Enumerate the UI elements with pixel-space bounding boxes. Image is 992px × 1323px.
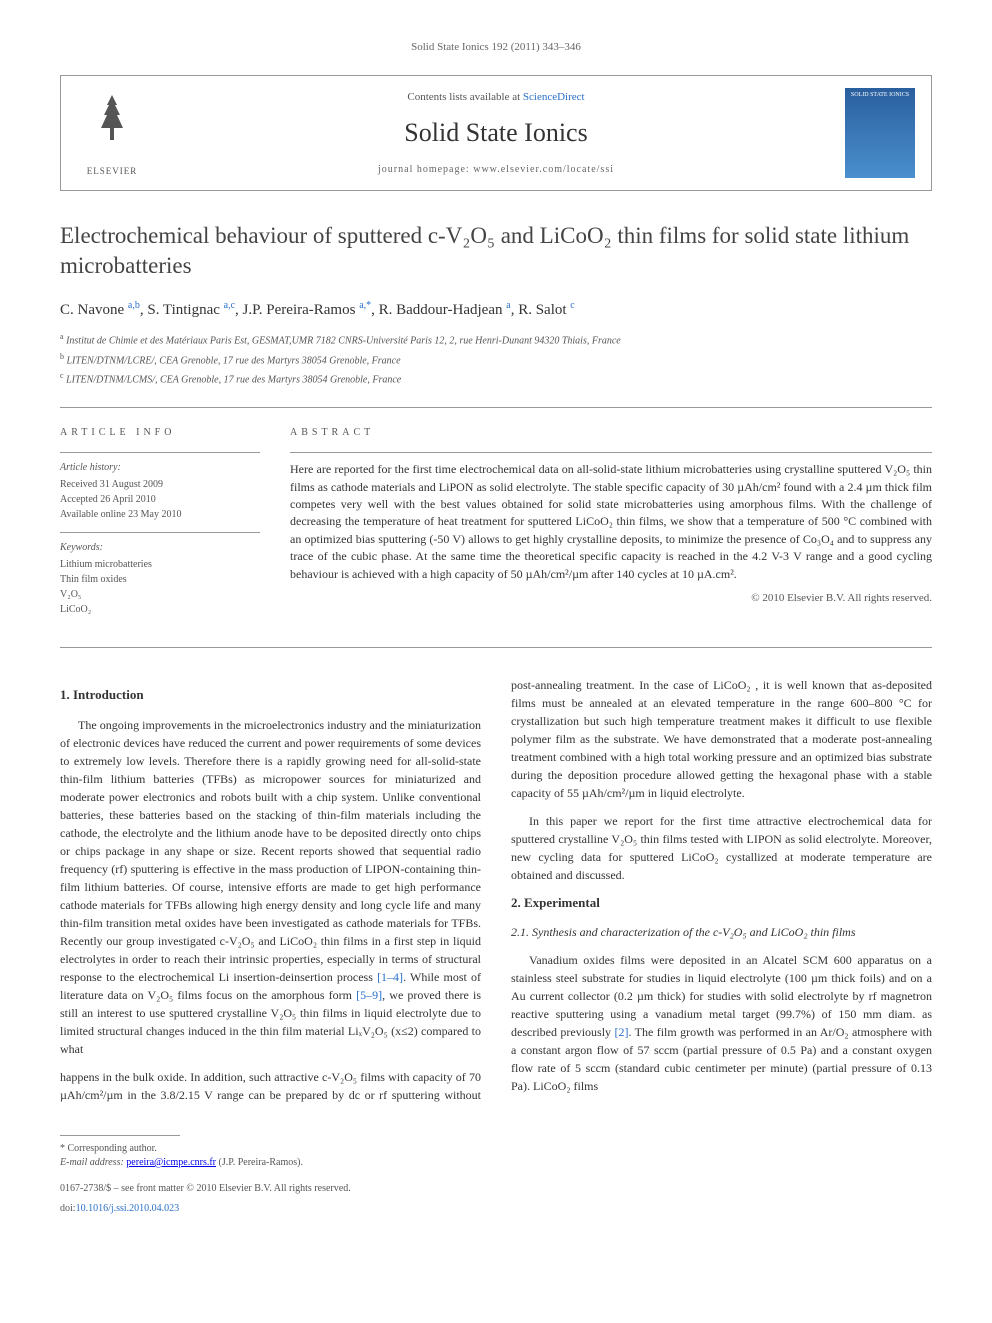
article-info-header: ARTICLE INFO xyxy=(60,426,260,440)
history-text: Received 31 August 2009Accepted 26 April… xyxy=(60,477,260,522)
body-paragraph: Vanadium oxides films were deposited in … xyxy=(511,951,932,1095)
contents-prefix: Contents lists available at xyxy=(407,91,522,103)
copyright-line: 0167-2738/$ – see front matter © 2010 El… xyxy=(60,1182,932,1196)
email-label: E-mail address: xyxy=(60,1157,126,1168)
doi-prefix: doi: xyxy=(60,1203,76,1214)
section-2-1-heading: 2.1. Synthesis and characterization of t… xyxy=(511,924,932,941)
body-paragraph: In this paper we report for the first ti… xyxy=(511,812,932,884)
article-info: ARTICLE INFO Article history: Received 3… xyxy=(60,426,260,627)
elsevier-tree-icon xyxy=(87,90,137,165)
citation-link[interactable]: [1–4] xyxy=(377,970,403,984)
divider xyxy=(60,452,260,453)
section-2-heading: 2. Experimental xyxy=(511,894,932,912)
affiliations: a Institut de Chimie et des Matériaux Pa… xyxy=(60,331,932,387)
affiliation-line: b LITEN/DTNM/LCRE/, CEA Grenoble, 17 rue… xyxy=(60,351,932,368)
email-suffix: (J.P. Pereira-Ramos). xyxy=(216,1157,303,1168)
cover-title: SOLID STATE IONICS xyxy=(851,92,909,99)
sciencedirect-link[interactable]: ScienceDirect xyxy=(523,91,585,103)
journal-name: Solid State Ionics xyxy=(147,115,845,151)
section-1-heading: 1. Introduction xyxy=(60,686,481,704)
contents-line: Contents lists available at ScienceDirec… xyxy=(147,90,845,105)
corresponding-author: * Corresponding author. xyxy=(60,1142,932,1156)
abstract-copyright: © 2010 Elsevier B.V. All rights reserved… xyxy=(290,591,932,606)
para-text: The ongoing improvements in the microele… xyxy=(60,718,481,984)
homepage-prefix: journal homepage: xyxy=(378,164,473,175)
keywords-text: Lithium microbatteriesThin film oxidesV₂… xyxy=(60,557,260,617)
divider xyxy=(60,407,932,408)
article-title: Electrochemical behaviour of sputtered c… xyxy=(60,221,932,281)
doi-link[interactable]: 10.1016/j.ssi.2010.04.023 xyxy=(76,1203,180,1214)
journal-cover-thumbnail: SOLID STATE IONICS xyxy=(845,88,915,178)
footer-divider xyxy=(60,1135,180,1136)
authors-line: C. Navone a,b, S. Tintignac a,c, J.P. Pe… xyxy=(60,299,932,321)
info-abstract-row: ARTICLE INFO Article history: Received 3… xyxy=(60,426,932,627)
history-label: Article history: xyxy=(60,461,260,475)
citation-link[interactable]: [2] xyxy=(614,1025,628,1039)
abstract-section: ABSTRACT Here are reported for the first… xyxy=(290,426,932,627)
body-columns: 1. Introduction The ongoing improvements… xyxy=(60,676,932,1105)
affiliation-line: a Institut de Chimie et des Matériaux Pa… xyxy=(60,331,932,348)
email-line: E-mail address: pereira@icmpe.cnrs.fr (J… xyxy=(60,1156,932,1170)
journal-homepage: journal homepage: www.elsevier.com/locat… xyxy=(147,163,845,177)
citation-link[interactable]: [5–9] xyxy=(356,988,382,1002)
journal-header: ELSEVIER Contents lists available at Sci… xyxy=(60,75,932,191)
elsevier-logo: ELSEVIER xyxy=(77,88,147,178)
abstract-header: ABSTRACT xyxy=(290,426,932,440)
header-citation: Solid State Ionics 192 (2011) 343–346 xyxy=(60,40,932,55)
elsevier-label: ELSEVIER xyxy=(87,165,138,178)
affiliation-line: c LITEN/DTNM/LCMS/, CEA Grenoble, 17 rue… xyxy=(60,370,932,387)
body-paragraph: The ongoing improvements in the microele… xyxy=(60,716,481,1058)
keywords-label: Keywords: xyxy=(60,541,260,555)
homepage-url: www.elsevier.com/locate/ssi xyxy=(473,164,614,175)
journal-header-center: Contents lists available at ScienceDirec… xyxy=(147,90,845,178)
divider xyxy=(60,532,260,533)
footer-section: * Corresponding author. E-mail address: … xyxy=(60,1135,932,1216)
email-link[interactable]: pereira@icmpe.cnrs.fr xyxy=(126,1157,216,1168)
divider xyxy=(290,452,932,453)
doi-line: doi:10.1016/j.ssi.2010.04.023 xyxy=(60,1202,932,1216)
abstract-text: Here are reported for the first time ele… xyxy=(290,461,932,583)
divider xyxy=(60,647,932,648)
